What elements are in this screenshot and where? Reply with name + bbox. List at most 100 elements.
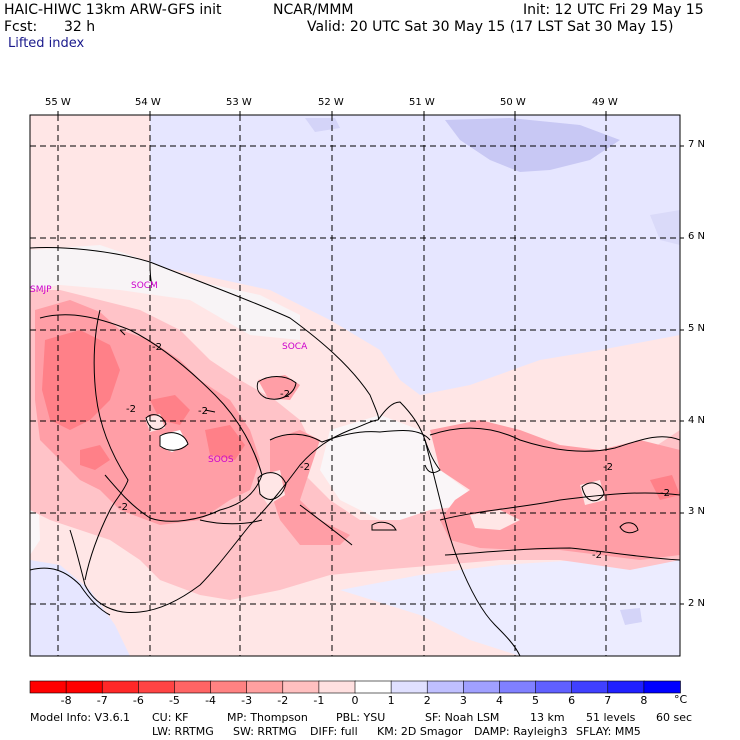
- colorbar-swatch: [354, 680, 392, 694]
- li-positive-region: [30, 560, 130, 656]
- contour-label: -2: [280, 389, 290, 400]
- colorbar-tick-label: 7: [604, 694, 612, 707]
- colorbar-swatch: [607, 680, 645, 694]
- footer-damp: DAMP: Rayleigh3: [474, 725, 568, 738]
- map-frame: [29, 114, 681, 657]
- contour-label: -2: [592, 550, 602, 561]
- footer-timestep: 60 sec: [656, 711, 693, 724]
- li-negative-max: [205, 425, 245, 460]
- colorbar-swatch: [210, 680, 248, 694]
- model-title: HAIC-HIWC 13km ARW-GFS init: [4, 2, 222, 18]
- contour-label: -2: [152, 342, 162, 353]
- footer-levels: 51 levels: [586, 711, 636, 724]
- li-positive-region: [150, 115, 680, 395]
- colorbar-swatch: [65, 680, 104, 694]
- colorbar-tick-label: 4: [495, 694, 503, 707]
- contour-label: -2: [603, 462, 613, 473]
- colorbar-swatch: [643, 680, 681, 694]
- colorbar-tick-label: -3: [241, 694, 253, 707]
- footer-sw: SW: RRTMG: [233, 725, 297, 738]
- colorbar-swatch: [571, 680, 609, 694]
- colorbar-swatch: [499, 680, 537, 694]
- coastline: [30, 247, 521, 656]
- li-negative-core: [270, 430, 350, 545]
- li-positive-core: [620, 608, 642, 625]
- colorbar-swatch: [390, 680, 429, 694]
- footer-resolution: 13 km: [530, 711, 565, 724]
- colorbar-swatch: [138, 680, 176, 694]
- li-neutral-region: [320, 415, 480, 520]
- footer-mp: MP: Thompson: [227, 711, 308, 724]
- init-time: Init: 12 UTC Fri 29 May 15: [523, 2, 704, 18]
- footer-km: KM: 2D Smagor: [377, 725, 463, 738]
- colorbar-tick-label: -5: [168, 694, 180, 707]
- org-label: NCAR/MMM: [273, 2, 354, 18]
- station-label: SOCM: [131, 281, 158, 291]
- footer-lw: LW: RRTMG: [152, 725, 214, 738]
- lat-label: 7 N: [688, 139, 706, 150]
- colorbar-tick-label: -8: [60, 694, 72, 707]
- footer-model-info: Model Info: V3.6.1: [30, 711, 131, 724]
- contour-label: -2: [118, 502, 128, 513]
- contour-label: -2: [126, 404, 136, 415]
- li-negative-max: [80, 445, 110, 470]
- contour-label: -2: [660, 488, 670, 499]
- li-neutral-hole: [470, 510, 520, 530]
- lat-label: 6 N: [688, 231, 706, 242]
- colorbar-tick-label: 6: [568, 694, 576, 707]
- colorbar-tick-label: 8: [640, 694, 648, 707]
- lat-lon-grid: [30, 115, 680, 656]
- colorbar-swatch: [463, 680, 501, 694]
- footer-cu: CU: KF: [152, 711, 189, 724]
- lon-label: 54 W: [135, 97, 161, 108]
- lat-label: 5 N: [688, 323, 706, 334]
- footer-sf: SF: Noah LSM: [425, 711, 500, 724]
- colorbar-swatch: [282, 680, 320, 694]
- li-positive-core: [445, 118, 620, 172]
- contour-label: -2: [198, 406, 208, 417]
- station-label: SOCA: [282, 342, 308, 352]
- axis-ticks: [57, 111, 684, 605]
- colorbar-tick-label: 5: [532, 694, 540, 707]
- li-neutral-hole: [580, 480, 605, 505]
- colorbar-swatch: [246, 680, 284, 694]
- forecast-label: Fcst:: [4, 19, 38, 35]
- li-neutral-region: [30, 245, 300, 340]
- lat-label: 4 N: [688, 415, 706, 426]
- colorbar-swatch: [535, 680, 573, 694]
- colorbar-tick-label: 1: [387, 694, 395, 707]
- colorbar: [29, 680, 681, 694]
- li-positive-core: [305, 118, 340, 132]
- colorbar-tick-label: -7: [96, 694, 108, 707]
- colorbar-tick-label: 0: [351, 694, 359, 707]
- li-contour-minus2: [39, 314, 680, 561]
- station-label: SOOS: [208, 455, 234, 465]
- footer-sflay: SFLAY: MM5: [576, 725, 641, 738]
- colorbar-unit: °C: [674, 693, 688, 706]
- colorbar-tick-label: -2: [277, 694, 289, 707]
- footer-diff: DIFF: full: [310, 725, 358, 738]
- lat-label: 3 N: [688, 506, 706, 517]
- lat-label: 2 N: [688, 598, 706, 609]
- lon-label: 52 W: [318, 97, 344, 108]
- colorbar-tick-label: -4: [205, 694, 217, 707]
- contour-label: -2: [300, 462, 310, 473]
- colorbar-swatch: [318, 680, 356, 694]
- li-negative-max: [42, 330, 120, 430]
- colorbar-tick-label: 2: [423, 694, 431, 707]
- forecast-hour: 32 h: [64, 19, 96, 35]
- colorbar-swatch: [101, 680, 140, 694]
- field-name: Lifted index: [8, 36, 85, 51]
- lon-label: 55 W: [45, 97, 71, 108]
- colorbar-tick-label: -6: [132, 694, 144, 707]
- li-positive-core: [650, 210, 680, 245]
- lon-label: 49 W: [592, 97, 618, 108]
- colorbar-swatch: [29, 680, 67, 694]
- lon-label: 51 W: [409, 97, 435, 108]
- li-positive-region: [340, 560, 680, 656]
- colorbar-tick-label: 3: [459, 694, 467, 707]
- colorbar-swatch: [174, 680, 212, 694]
- lon-label: 53 W: [226, 97, 252, 108]
- valid-time: Valid: 20 UTC Sat 30 May 15 (17 LST Sat …: [307, 19, 674, 35]
